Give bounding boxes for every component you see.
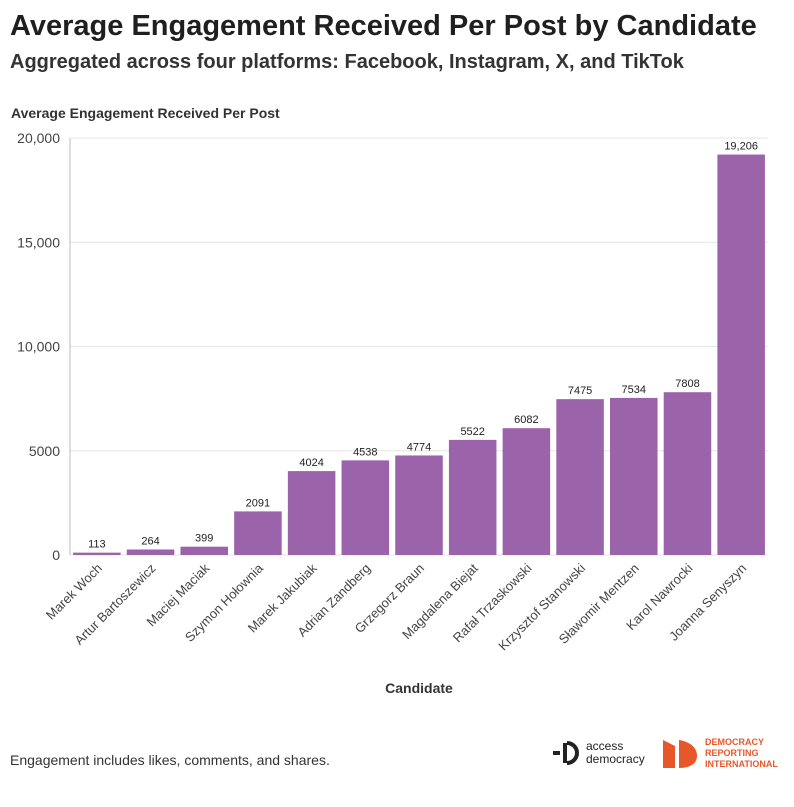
bars [73, 154, 765, 555]
access-democracy-line1: access [586, 739, 624, 753]
bar [395, 455, 443, 555]
data-label: 19,206 [724, 141, 758, 153]
y-tick-label: 5000 [29, 443, 60, 459]
data-label: 4024 [299, 457, 323, 469]
data-label: 2091 [246, 497, 270, 509]
data-label: 5522 [460, 426, 484, 438]
bar-chart: Average Engagement Received Per Post Can… [11, 105, 768, 696]
data-label: 113 [88, 539, 106, 551]
data-labels: 113 264 399 2091 4024 4538 4774 5522 6082 7475 753… [88, 141, 758, 551]
y-axis-ticks: 0 5000 10,000 15,000 20,000 [17, 130, 60, 563]
bar [717, 154, 765, 555]
dri-logo: DEMOCRACY REPORTING INTERNATIONAL [661, 737, 778, 770]
bar [234, 511, 282, 555]
bar [663, 392, 712, 555]
bar [502, 428, 551, 555]
y-tick-label: 15,000 [17, 234, 60, 250]
bar [180, 546, 228, 555]
chart-subtitle: Aggregated across four platforms: Facebo… [10, 51, 684, 73]
bar [287, 471, 336, 555]
data-label: 264 [141, 535, 159, 547]
bar [341, 460, 390, 555]
data-label: 6082 [514, 414, 538, 426]
data-label: 4538 [353, 446, 377, 458]
dri-line1: DEMOCRACY [705, 737, 765, 747]
bar [73, 552, 121, 555]
chart-title: Average Engagement Received Per Post by … [10, 10, 757, 42]
y-tick-label: 20,000 [17, 130, 60, 146]
access-democracy-logo: access democracy [552, 740, 645, 766]
x-axis-title: Candidate [385, 680, 453, 696]
y-tick-label: 10,000 [17, 339, 60, 355]
bar [610, 397, 658, 555]
bar [448, 439, 497, 555]
data-label: 7808 [675, 378, 699, 390]
footnote: Engagement includes likes, comments, and… [10, 752, 330, 768]
access-democracy-icon [553, 741, 579, 765]
dri-icon [663, 739, 697, 768]
data-label: 4774 [407, 441, 431, 453]
data-label: 7475 [568, 385, 592, 397]
y-tick-label: 0 [52, 547, 60, 563]
bar [556, 399, 604, 555]
dri-line3: INTERNATIONAL [705, 759, 778, 769]
bar [126, 549, 175, 555]
data-label: 399 [195, 533, 213, 545]
y-axis-title: Average Engagement Received Per Post [11, 105, 280, 121]
access-democracy-line2: democracy [586, 752, 645, 766]
dri-line2: REPORTING [705, 748, 759, 758]
data-label: 7534 [622, 384, 646, 396]
